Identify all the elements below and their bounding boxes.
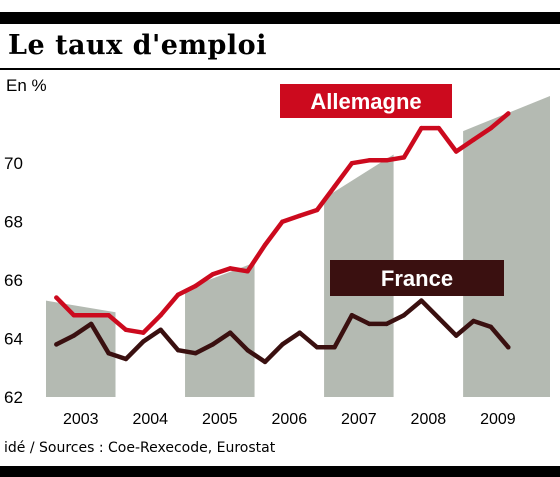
title-rule xyxy=(0,68,560,70)
series-point-allemagne-9 xyxy=(193,283,198,289)
series-point-france-5 xyxy=(123,356,129,362)
series-point-france-6 xyxy=(141,339,146,344)
series-point-allemagne-16 xyxy=(314,207,320,213)
series-point-allemagne-21 xyxy=(401,155,407,160)
series-point-france-18 xyxy=(349,313,355,318)
series-point-allemagne-22 xyxy=(419,125,424,131)
series-point-allemagne-24 xyxy=(454,149,459,154)
x-tick-2009: 2009 xyxy=(480,411,516,428)
legend-box-france xyxy=(330,260,504,296)
series-point-allemagne-15 xyxy=(297,213,302,218)
series-point-france-16 xyxy=(314,345,320,350)
series-point-allemagne-19 xyxy=(367,158,372,163)
series-point-france-8 xyxy=(175,348,181,353)
legend-label-allemagne: Allemagne xyxy=(310,89,421,114)
x-tick-2003: 2003 xyxy=(63,411,99,428)
y-tick-70: 70 xyxy=(4,154,23,173)
year-band-2 xyxy=(185,262,255,397)
series-point-france-4 xyxy=(106,351,111,356)
series-point-allemagne-26 xyxy=(488,125,494,131)
series-point-france-11 xyxy=(228,330,233,335)
legend-box-allemagne xyxy=(280,84,452,118)
series-point-france-9 xyxy=(193,351,198,356)
series-point-france-10 xyxy=(210,342,215,347)
series-point-allemagne-5 xyxy=(123,327,129,332)
series-point-france-19 xyxy=(367,321,372,327)
x-tick-2008: 2008 xyxy=(411,411,447,428)
source-note: idé / Sources : Coe-Rexecode, Eurostat xyxy=(4,440,276,456)
series-point-france-2 xyxy=(71,333,77,338)
series-point-allemagne-14 xyxy=(280,219,285,224)
series-point-france-23 xyxy=(436,315,441,321)
series-point-france-22 xyxy=(419,298,424,303)
series-point-france-25 xyxy=(471,318,476,324)
series-point-france-12 xyxy=(245,348,250,353)
series-point-france-24 xyxy=(454,333,459,338)
series-point-allemagne-2 xyxy=(71,313,77,318)
series-point-allemagne-1 xyxy=(54,295,59,300)
y-tick-68: 68 xyxy=(4,213,23,232)
series-point-allemagne-12 xyxy=(245,269,250,274)
series-point-allemagne-17 xyxy=(332,184,337,189)
series-point-allemagne-3 xyxy=(89,313,94,318)
series-point-france-7 xyxy=(158,327,163,332)
series-point-allemagne-25 xyxy=(471,137,476,142)
series-point-allemagne-10 xyxy=(210,272,215,277)
series-point-france-20 xyxy=(384,321,389,327)
series-point-france-21 xyxy=(401,313,407,318)
x-tick-2004: 2004 xyxy=(132,411,168,428)
y-tick-64: 64 xyxy=(4,330,23,349)
x-tick-2006: 2006 xyxy=(272,411,308,428)
legend-label-france: France xyxy=(381,266,453,291)
series-point-allemagne-18 xyxy=(349,161,355,166)
bottom-frame-bar xyxy=(0,466,560,477)
y-unit-label: En % xyxy=(6,76,47,95)
series-point-allemagne-23 xyxy=(436,125,441,131)
series-point-france-17 xyxy=(332,345,337,350)
series-point-france-13 xyxy=(262,359,268,365)
series-point-allemagne-7 xyxy=(158,313,163,318)
series-point-allemagne-20 xyxy=(384,158,389,163)
series-point-allemagne-4 xyxy=(106,313,111,318)
series-point-allemagne-6 xyxy=(141,330,146,335)
series-point-allemagne-11 xyxy=(228,266,233,271)
chart-title: Le taux d'emploi xyxy=(8,30,267,61)
series-point-allemagne-13 xyxy=(262,242,268,248)
series-point-france-27 xyxy=(506,345,511,350)
x-tick-2007: 2007 xyxy=(341,411,377,428)
y-tick-66: 66 xyxy=(4,271,23,290)
series-point-france-26 xyxy=(488,324,494,330)
series-point-france-14 xyxy=(280,342,285,347)
y-tick-62: 62 xyxy=(4,388,23,407)
series-point-allemagne-27 xyxy=(506,111,511,116)
series-point-allemagne-8 xyxy=(175,292,181,297)
x-tick-2005: 2005 xyxy=(202,411,238,428)
series-point-france-1 xyxy=(54,342,59,347)
year-band-4 xyxy=(463,96,550,397)
year-band-1 xyxy=(46,300,116,397)
series-point-france-15 xyxy=(297,330,302,335)
top-frame-bar xyxy=(0,12,560,24)
series-point-france-3 xyxy=(89,321,94,327)
